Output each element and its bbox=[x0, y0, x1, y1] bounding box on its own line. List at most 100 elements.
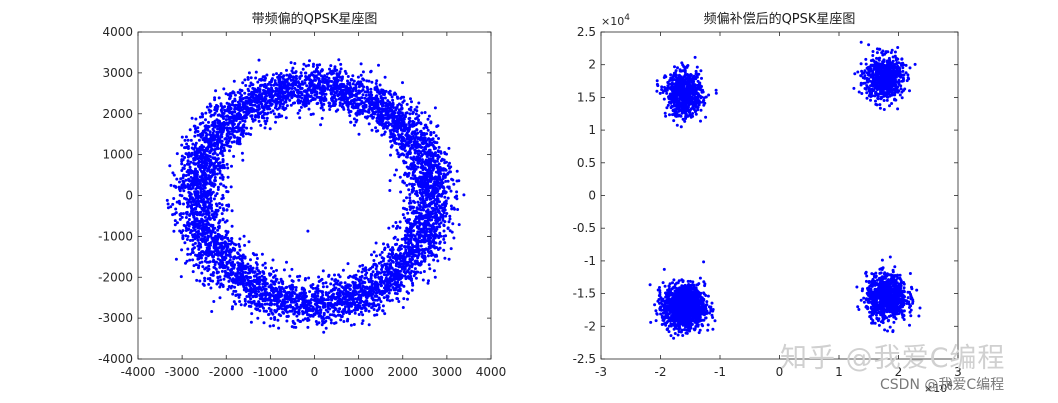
data-point bbox=[308, 59, 311, 63]
data-point bbox=[455, 194, 459, 198]
data-point bbox=[290, 83, 294, 87]
data-point bbox=[279, 99, 283, 103]
data-point bbox=[392, 275, 396, 279]
data-point bbox=[274, 86, 278, 90]
data-point bbox=[222, 277, 226, 281]
data-point bbox=[346, 310, 350, 314]
data-point bbox=[373, 283, 377, 287]
data-point bbox=[380, 250, 384, 254]
data-point bbox=[265, 116, 269, 120]
data-point bbox=[238, 117, 242, 121]
data-point bbox=[228, 149, 231, 153]
data-point bbox=[447, 220, 451, 224]
data-point bbox=[238, 245, 242, 248]
data-point bbox=[204, 173, 208, 177]
data-point bbox=[186, 247, 190, 251]
data-point bbox=[251, 107, 255, 111]
data-point bbox=[230, 272, 234, 275]
data-point bbox=[428, 267, 432, 271]
data-point bbox=[401, 267, 404, 271]
data-point bbox=[437, 222, 441, 226]
data-point bbox=[304, 71, 308, 75]
data-point bbox=[281, 287, 285, 291]
data-point bbox=[419, 244, 423, 248]
data-point bbox=[322, 311, 326, 315]
data-point bbox=[363, 306, 367, 310]
data-point bbox=[357, 313, 361, 316]
data-point bbox=[243, 114, 247, 118]
data-point bbox=[453, 207, 456, 211]
data-point bbox=[189, 222, 193, 226]
data-point bbox=[403, 171, 407, 175]
data-point bbox=[410, 288, 414, 292]
data-point bbox=[341, 75, 344, 79]
data-point bbox=[351, 82, 355, 86]
data-point bbox=[356, 277, 359, 281]
data-point bbox=[437, 145, 441, 149]
data-point bbox=[364, 103, 368, 107]
data-point bbox=[429, 180, 433, 183]
data-point bbox=[420, 111, 424, 115]
data-point bbox=[417, 149, 421, 153]
data-point bbox=[442, 248, 446, 252]
data-point bbox=[321, 305, 325, 309]
data-point bbox=[413, 234, 417, 238]
data-point bbox=[231, 260, 235, 264]
data-point bbox=[395, 130, 399, 134]
data-point bbox=[367, 323, 371, 327]
data-point bbox=[312, 90, 316, 94]
data-point bbox=[279, 289, 283, 293]
data-point bbox=[324, 291, 328, 295]
data-point bbox=[189, 160, 193, 164]
data-point bbox=[429, 254, 433, 257]
data-point bbox=[329, 289, 333, 293]
data-point bbox=[291, 71, 295, 75]
data-point bbox=[378, 83, 382, 87]
data-point bbox=[196, 238, 200, 242]
data-point bbox=[421, 168, 425, 172]
data-point bbox=[209, 286, 213, 290]
data-point bbox=[369, 87, 373, 91]
data-point bbox=[332, 313, 336, 317]
data-point bbox=[363, 115, 367, 119]
data-point bbox=[239, 113, 243, 117]
data-point bbox=[418, 221, 422, 225]
data-point bbox=[430, 218, 434, 222]
data-point bbox=[246, 76, 250, 79]
data-point bbox=[385, 294, 389, 298]
data-point bbox=[231, 129, 235, 133]
data-point bbox=[394, 137, 398, 140]
data-point bbox=[361, 313, 365, 317]
data-point bbox=[291, 319, 295, 323]
data-point bbox=[378, 277, 382, 281]
data-point bbox=[415, 122, 419, 125]
data-point bbox=[277, 281, 281, 285]
data-point bbox=[383, 270, 387, 274]
data-point bbox=[178, 229, 182, 233]
data-point bbox=[290, 93, 294, 97]
data-point bbox=[268, 292, 272, 295]
data-point bbox=[433, 275, 437, 279]
data-point bbox=[349, 78, 353, 82]
data-point bbox=[400, 262, 404, 266]
data-point bbox=[186, 205, 189, 209]
data-point bbox=[343, 101, 347, 105]
data-point bbox=[338, 307, 342, 311]
data-point bbox=[232, 289, 236, 293]
data-point bbox=[221, 177, 225, 181]
data-point bbox=[427, 189, 431, 193]
data-point bbox=[341, 89, 345, 92]
data-point bbox=[344, 305, 347, 309]
data-point bbox=[364, 266, 368, 270]
data-point bbox=[419, 197, 422, 201]
data-point bbox=[242, 123, 246, 127]
data-point bbox=[427, 114, 431, 118]
data-point bbox=[390, 144, 394, 148]
data-point bbox=[429, 133, 433, 137]
data-point bbox=[396, 152, 400, 156]
data-point bbox=[169, 205, 173, 209]
data-point bbox=[273, 282, 277, 286]
data-point bbox=[388, 276, 392, 280]
data-point bbox=[309, 89, 313, 93]
data-point bbox=[400, 147, 404, 151]
